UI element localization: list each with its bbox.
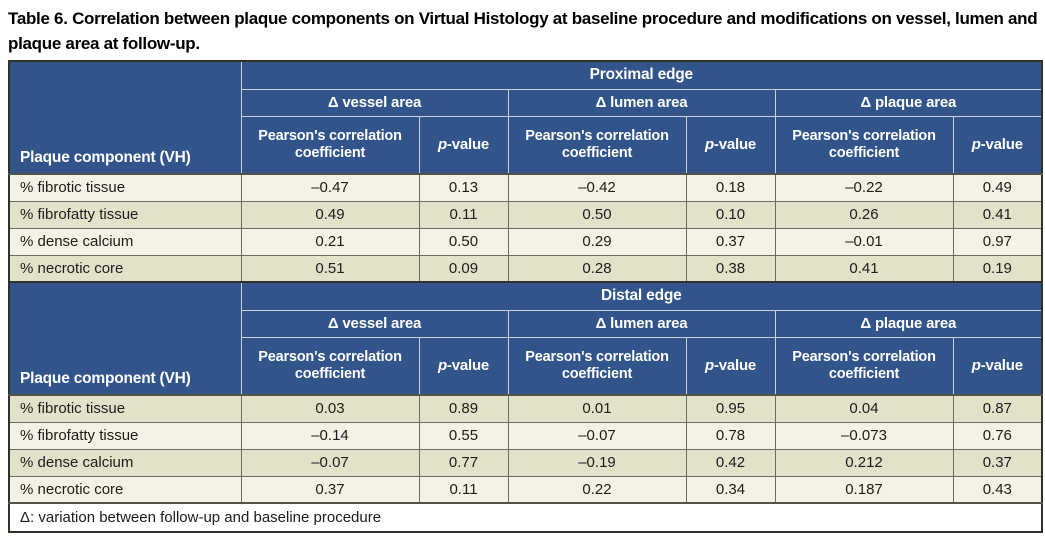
value-cell: –0.19 [507, 448, 687, 477]
value-cell: 0.22 [507, 475, 687, 504]
colgroup-vessel-area: Δ vessel area [240, 309, 509, 338]
value-cell: 0.26 [774, 200, 954, 229]
value-cell: 0.18 [685, 173, 776, 202]
value-cell: 0.19 [952, 254, 1043, 283]
table-row: % fibrofatty tissue 0.49 0.11 0.50 0.10 … [8, 200, 1043, 229]
table-row: % necrotic core 0.51 0.09 0.28 0.38 0.41… [8, 254, 1043, 283]
value-cell: 0.04 [774, 394, 954, 423]
value-cell: 0.11 [418, 475, 509, 504]
component-cell: % dense calcium [8, 227, 242, 256]
pearson-header: Pearson's correlation coefficient [774, 336, 954, 396]
value-cell: 0.51 [240, 254, 420, 283]
pvalue-header: p-value [952, 336, 1043, 396]
pearson-header: Pearson's correlation coefficient [774, 115, 954, 175]
section-header-proximal-edge: Proximal edge [240, 60, 1043, 90]
value-cell: 0.49 [240, 200, 420, 229]
correlation-table: Plaque component (VH) Proximal edge Δ ve… [8, 60, 1044, 533]
component-cell: % fibrotic tissue [8, 173, 242, 202]
value-cell: 0.43 [952, 475, 1043, 504]
component-cell: % fibrofatty tissue [8, 421, 242, 450]
value-cell: 0.11 [418, 200, 509, 229]
component-cell: % fibrotic tissue [8, 394, 242, 423]
value-cell: 0.01 [507, 394, 687, 423]
row-header-plaque-component: Plaque component (VH) [8, 60, 242, 175]
value-cell: 0.77 [418, 448, 509, 477]
value-cell: 0.34 [685, 475, 776, 504]
value-cell: 0.97 [952, 227, 1043, 256]
value-cell: 0.41 [952, 200, 1043, 229]
value-cell: –0.42 [507, 173, 687, 202]
pvalue-header: p-value [418, 336, 509, 396]
colgroup-plaque-area: Δ plaque area [774, 88, 1043, 117]
value-cell: –0.22 [774, 173, 954, 202]
value-cell: –0.47 [240, 173, 420, 202]
table-row: % fibrofatty tissue –0.14 0.55 –0.07 0.7… [8, 421, 1043, 450]
colgroup-vessel-area: Δ vessel area [240, 88, 509, 117]
value-cell: 0.50 [507, 200, 687, 229]
colgroup-plaque-area: Δ plaque area [774, 309, 1043, 338]
value-cell: 0.21 [240, 227, 420, 256]
component-cell: % dense calcium [8, 448, 242, 477]
table-row: % dense calcium –0.07 0.77 –0.19 0.42 0.… [8, 448, 1043, 477]
pearson-header: Pearson's correlation coefficient [507, 115, 687, 175]
section-header-distal-edge: Distal edge [240, 281, 1043, 311]
pearson-header: Pearson's correlation coefficient [240, 115, 420, 175]
value-cell: 0.49 [952, 173, 1043, 202]
pvalue-header: p-value [952, 115, 1043, 175]
value-cell: –0.07 [507, 421, 687, 450]
value-cell: –0.073 [774, 421, 954, 450]
component-cell: % necrotic core [8, 254, 242, 283]
table-row: % fibrotic tissue 0.03 0.89 0.01 0.95 0.… [8, 394, 1043, 423]
component-cell: % fibrofatty tissue [8, 200, 242, 229]
value-cell: 0.37 [240, 475, 420, 504]
value-cell: 0.55 [418, 421, 509, 450]
pearson-header: Pearson's correlation coefficient [507, 336, 687, 396]
table-row: % fibrotic tissue –0.47 0.13 –0.42 0.18 … [8, 173, 1043, 202]
colgroup-lumen-area: Δ lumen area [507, 309, 776, 338]
value-cell: 0.42 [685, 448, 776, 477]
value-cell: 0.212 [774, 448, 954, 477]
table-caption: Table 6. Correlation between plaque comp… [8, 9, 1038, 53]
value-cell: 0.28 [507, 254, 687, 283]
row-header-plaque-component: Plaque component (VH) [8, 281, 242, 396]
value-cell: 0.09 [418, 254, 509, 283]
value-cell: 0.50 [418, 227, 509, 256]
value-cell: 0.37 [952, 448, 1043, 477]
table-row: % necrotic core 0.37 0.11 0.22 0.34 0.18… [8, 475, 1043, 504]
pvalue-header: p-value [685, 115, 776, 175]
value-cell: 0.87 [952, 394, 1043, 423]
pvalue-header: p-value [685, 336, 776, 396]
colgroup-lumen-area: Δ lumen area [507, 88, 776, 117]
value-cell: 0.29 [507, 227, 687, 256]
value-cell: 0.38 [685, 254, 776, 283]
value-cell: 0.78 [685, 421, 776, 450]
value-cell: –0.01 [774, 227, 954, 256]
value-cell: 0.13 [418, 173, 509, 202]
table-footnote: Δ: variation between follow-up and basel… [9, 502, 1043, 532]
value-cell: 0.95 [685, 394, 776, 423]
component-cell: % necrotic core [8, 475, 242, 504]
pvalue-header: p-value [418, 115, 509, 175]
value-cell: 0.37 [685, 227, 776, 256]
table-row: % dense calcium 0.21 0.50 0.29 0.37 –0.0… [8, 227, 1043, 256]
value-cell: 0.41 [774, 254, 954, 283]
value-cell: 0.03 [240, 394, 420, 423]
value-cell: –0.14 [240, 421, 420, 450]
value-cell: 0.10 [685, 200, 776, 229]
value-cell: 0.187 [774, 475, 954, 504]
value-cell: 0.76 [952, 421, 1043, 450]
value-cell: –0.07 [240, 448, 420, 477]
value-cell: 0.89 [418, 394, 509, 423]
pearson-header: Pearson's correlation coefficient [240, 336, 420, 396]
